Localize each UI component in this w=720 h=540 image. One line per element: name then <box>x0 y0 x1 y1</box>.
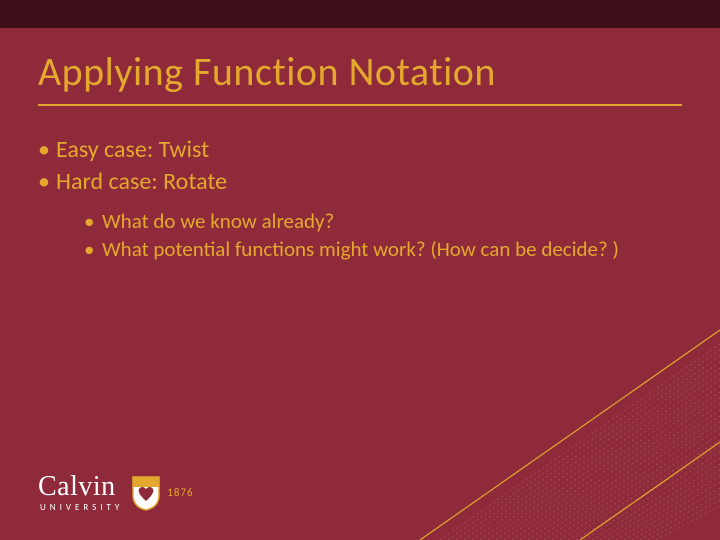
shield-icon <box>131 475 161 511</box>
slide-title: Applying Function Notation <box>38 50 682 94</box>
logo-name: Calvin <box>38 473 123 501</box>
bullet-item-label: Hard case: Rotate <box>56 167 227 196</box>
slide-content: Applying Function Notation Easy case: Tw… <box>0 28 720 263</box>
logo-text: Calvin UNIVERSITY <box>38 473 123 512</box>
bullet-item: Hard case: Rotate What do we know alread… <box>38 166 682 263</box>
title-underline <box>38 104 682 106</box>
diagonal-lines-decoration <box>380 320 720 540</box>
bullet-item: Easy case: Twist <box>38 134 682 166</box>
logo-subtitle: UNIVERSITY <box>40 503 123 512</box>
bullet-list-level2: What do we know already? What potential … <box>56 207 682 264</box>
bullet-subitem: What potential functions might work? (Ho… <box>84 235 644 263</box>
bullet-subitem: What do we know already? <box>84 207 644 235</box>
logo-year: 1876 <box>167 486 193 499</box>
top-accent-bar <box>0 0 720 28</box>
university-logo: Calvin UNIVERSITY 1876 <box>38 473 194 512</box>
bullet-list-level1: Easy case: Twist Hard case: Rotate What … <box>38 134 682 263</box>
